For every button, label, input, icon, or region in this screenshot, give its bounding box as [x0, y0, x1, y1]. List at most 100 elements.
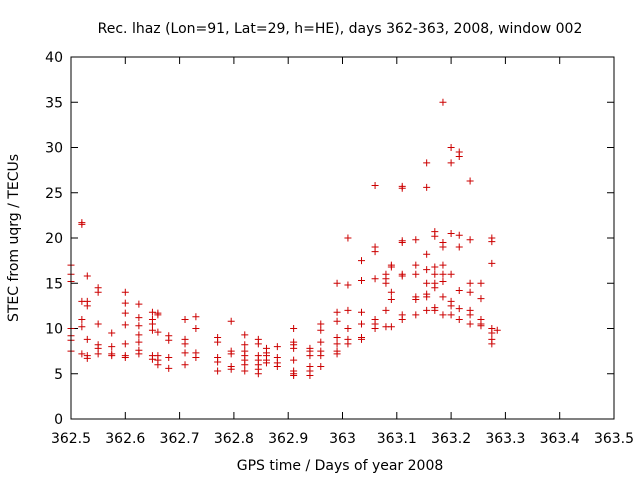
data-point	[121, 321, 129, 329]
x-tick-label: 362.8	[214, 431, 254, 447]
y-axis-ticks: 0 5 10 15 20 25 30 35 40	[45, 50, 614, 428]
data-point	[412, 261, 420, 269]
data-point	[358, 257, 366, 265]
data-point	[135, 314, 143, 322]
data-point	[488, 340, 496, 348]
data-point	[333, 340, 341, 348]
data-point	[398, 272, 406, 280]
data-point	[439, 261, 447, 269]
data-point	[154, 311, 162, 319]
data-point	[439, 293, 447, 301]
data-point	[455, 231, 463, 239]
y-tick-label: 40	[45, 50, 63, 66]
data-point	[344, 234, 352, 242]
data-point	[273, 363, 281, 371]
data-point	[423, 279, 431, 287]
data-point	[290, 325, 298, 332]
data-point	[241, 367, 249, 375]
data-point	[78, 350, 86, 358]
x-tick-label: 362.7	[160, 431, 200, 447]
plot-frame	[70, 56, 615, 420]
data-point	[431, 306, 439, 314]
data-point	[466, 311, 474, 319]
data-point	[135, 322, 143, 330]
data-point	[317, 352, 325, 360]
data-point	[371, 182, 379, 190]
data-point	[241, 361, 249, 369]
data-point	[154, 328, 162, 336]
data-point	[466, 320, 474, 328]
data-point	[135, 300, 143, 308]
x-tick-label: 362.5	[51, 431, 91, 447]
data-point	[181, 340, 189, 348]
data-point	[493, 326, 501, 334]
data-point	[333, 317, 341, 325]
y-tick-label: 20	[45, 231, 63, 247]
data-point	[447, 302, 455, 310]
data-point	[227, 350, 235, 358]
data-point	[382, 306, 390, 314]
x-axis-label: GPS time / Days of year 2008	[237, 458, 444, 474]
data-point	[83, 272, 91, 280]
data-point	[94, 288, 102, 296]
data-point	[439, 270, 447, 278]
data-point	[439, 311, 447, 319]
data-point	[254, 370, 262, 378]
data-point	[412, 296, 420, 304]
data-point	[455, 315, 463, 323]
data-point	[165, 353, 173, 361]
data-point	[135, 331, 143, 339]
data-point	[121, 288, 129, 296]
x-tick-label: 363.5	[594, 431, 634, 447]
data-point	[83, 335, 91, 343]
x-tick-label: 363	[329, 431, 356, 447]
data-point	[262, 359, 270, 367]
x-tick-label: 363.2	[431, 431, 471, 447]
data-point	[181, 349, 189, 357]
data-points	[67, 98, 501, 380]
data-point	[447, 311, 455, 319]
data-point	[488, 329, 496, 337]
data-point	[358, 277, 366, 285]
data-point	[447, 159, 455, 167]
data-point	[317, 320, 325, 328]
data-point	[387, 323, 395, 331]
data-point	[398, 239, 406, 247]
data-point	[431, 284, 439, 292]
data-point	[290, 344, 298, 352]
x-tick-label: 363.3	[485, 431, 525, 447]
data-point	[477, 295, 485, 303]
data-point	[154, 361, 162, 369]
data-point	[439, 277, 447, 285]
data-point	[227, 365, 235, 373]
data-point	[333, 350, 341, 358]
data-point	[121, 353, 129, 361]
data-point	[78, 323, 86, 331]
data-point	[412, 236, 420, 244]
data-point	[455, 286, 463, 294]
data-point	[344, 340, 352, 348]
data-point	[135, 338, 143, 346]
data-point	[455, 153, 463, 161]
data-point	[317, 326, 325, 334]
data-point	[398, 184, 406, 192]
data-point	[466, 279, 474, 287]
data-point	[121, 340, 129, 348]
data-point	[371, 248, 379, 256]
data-point	[423, 266, 431, 274]
data-point	[358, 320, 366, 328]
data-point	[317, 338, 325, 346]
data-point	[344, 306, 352, 314]
data-point	[387, 288, 395, 296]
data-point	[431, 232, 439, 240]
x-axis-ticks: 362.5 362.6 362.7 362.8 362.9 363 363.1 363.2 36…	[51, 57, 634, 447]
data-point	[333, 308, 341, 316]
data-point	[83, 302, 91, 310]
data-point	[214, 358, 222, 366]
data-point	[254, 340, 262, 348]
x-tick-label: 363.1	[377, 431, 417, 447]
data-point	[488, 238, 496, 246]
data-point	[78, 220, 86, 228]
